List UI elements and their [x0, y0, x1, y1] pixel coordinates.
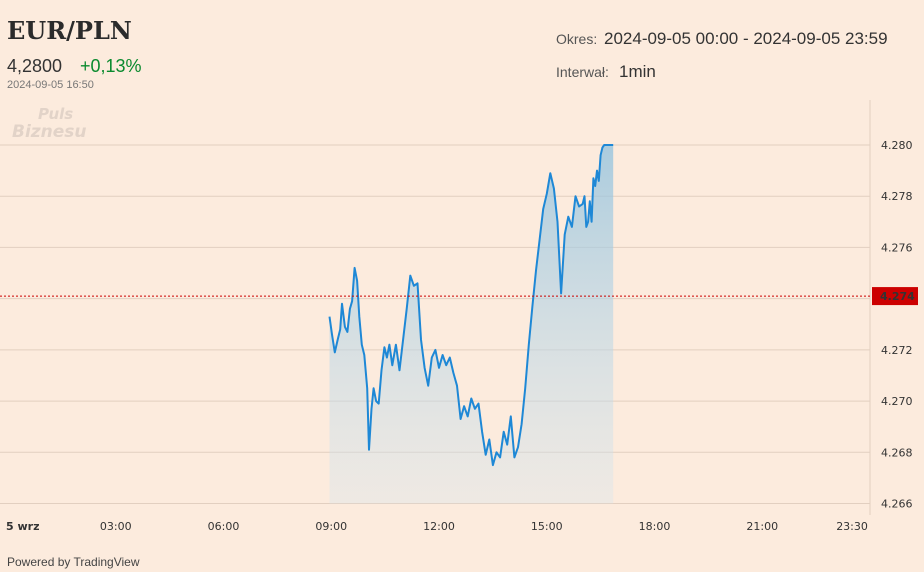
- logo-text-puls: Puls: [38, 105, 73, 123]
- last-price: 4,2800: [7, 56, 63, 76]
- y-tick-label: 4.280: [881, 139, 913, 152]
- x-tick-label: 03:00: [100, 520, 132, 533]
- price-change: +0,13%: [80, 56, 142, 76]
- interval-value: 1min: [619, 62, 656, 81]
- x-tick-label: 12:00: [423, 520, 455, 533]
- period-label: Okres:: [556, 31, 598, 47]
- y-tick-label: 4.272: [881, 344, 913, 357]
- current-price-label-text: 4.274: [880, 290, 915, 303]
- y-axis: 4.266 4.268 4.270 4.272 4.274 4.276 4.278 4.280: [881, 139, 913, 511]
- puls-biznesu-logo: Puls Biznesu: [12, 105, 87, 140]
- x-tick-label: 09:00: [315, 520, 347, 533]
- y-tick-label: 4.276: [881, 241, 913, 254]
- period-value: 2024-09-05 00:00 - 2024-09-05 23:59: [604, 29, 888, 48]
- x-axis: 5 wrz 03:00 06:00 09:00 12:00 15:00 18:00 21:00…: [6, 520, 868, 533]
- symbol-title: EUR/PLN: [7, 16, 132, 45]
- y-tick-label: 4.270: [881, 395, 913, 408]
- price-area: [329, 145, 614, 504]
- current-price-label: 4.274: [872, 287, 918, 306]
- x-tick-label: 18:00: [639, 520, 671, 533]
- x-tick-label: 15:00: [531, 520, 563, 533]
- y-tick-label: 4.278: [881, 190, 913, 203]
- price-line: [328, 144, 614, 467]
- interval-label: Interwał:: [556, 64, 609, 80]
- x-tick-label: 21:00: [746, 520, 778, 533]
- logo-text-biznesu: Biznesu: [12, 122, 87, 140]
- y-tick-label: 4.266: [881, 498, 913, 511]
- x-tick-label: 06:00: [208, 520, 240, 533]
- y-tick-label: 4.268: [881, 446, 913, 459]
- last-update-timestamp: 2024-09-05 16:50: [7, 79, 94, 91]
- powered-by-tradingview-link[interactable]: Powered by TradingView: [7, 555, 140, 569]
- x-tick-label: 5 wrz: [6, 520, 39, 533]
- x-tick-label: 23:30: [836, 520, 868, 533]
